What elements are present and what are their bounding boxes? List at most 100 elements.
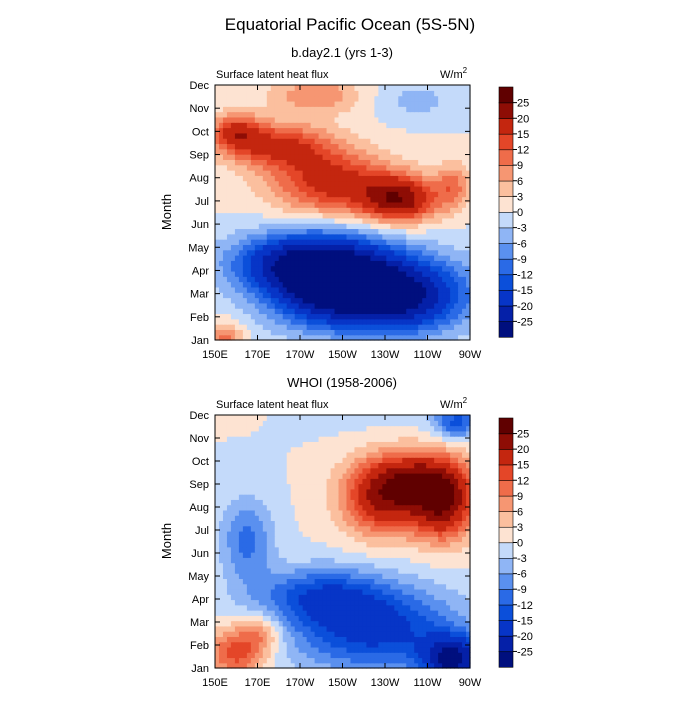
heatmap-cell [370, 324, 375, 330]
heatmap-cell [303, 657, 308, 663]
heatmap-cell [398, 271, 403, 277]
heatmap-cell [255, 547, 260, 553]
heatmap-cell [239, 547, 244, 553]
heatmap-cell [255, 287, 260, 293]
heatmap-cell [307, 287, 312, 293]
heatmap-cell [454, 228, 459, 234]
heatmap-cell [287, 584, 292, 590]
heatmap-cell [303, 191, 308, 197]
heatmap-cell [303, 324, 308, 330]
heatmap-cell [251, 605, 256, 611]
heatmap-cell [239, 319, 244, 325]
heatmap-cell [374, 170, 379, 176]
heatmap-cell [319, 117, 324, 123]
heatmap-cell [343, 292, 348, 298]
heatmap-cell [418, 636, 423, 642]
heatmap-cell [215, 568, 220, 574]
heatmap-cell [454, 175, 459, 181]
heatmap-cell [422, 557, 427, 563]
heatmap-cell [374, 531, 379, 537]
heatmap-cell [227, 223, 232, 229]
heatmap-cell [299, 223, 304, 229]
heatmap-cell [327, 531, 332, 537]
heatmap-cell [366, 542, 371, 548]
heatmap-cell [343, 605, 348, 611]
heatmap-cell [243, 202, 248, 208]
heatmap-cell [235, 250, 240, 256]
heatmap-cell [402, 239, 407, 245]
heatmap-cell [402, 313, 407, 319]
heatmap-cell [458, 626, 463, 632]
heatmap-cell [406, 303, 411, 309]
heatmap-cell [267, 159, 272, 165]
heatmap-cell [303, 202, 308, 208]
heatmap-cell [303, 276, 308, 282]
heatmap-cell [458, 298, 463, 304]
heatmap-cell [299, 621, 304, 627]
heatmap-cell [339, 568, 344, 574]
heatmap-cell [446, 191, 451, 197]
heatmap-cell [386, 526, 391, 532]
heatmap-cell [362, 636, 367, 642]
heatmap-cell [458, 573, 463, 579]
heatmap-cell [382, 96, 387, 102]
heatmap-cell [398, 101, 403, 107]
heatmap-cell [426, 594, 431, 600]
heatmap-cell [251, 154, 256, 160]
heatmap-cell [287, 191, 292, 197]
heatmap-cell [287, 170, 292, 176]
heatmap-cell [331, 303, 336, 309]
heatmap-cell [319, 213, 324, 219]
heatmap-cell [235, 218, 240, 224]
heatmap-cell [319, 647, 324, 653]
heatmap-cell [251, 531, 256, 537]
heatmap-cell [243, 615, 248, 621]
heatmap-cell [215, 589, 220, 595]
heatmap-cell [255, 90, 260, 96]
heatmap-cell [247, 186, 252, 192]
heatmap-cell [311, 647, 316, 653]
heatmap-cell [259, 308, 264, 314]
panel-model-variable-label: Surface latent heat flux [216, 69, 329, 81]
heatmap-cell [378, 255, 383, 261]
heatmap-cell [406, 239, 411, 245]
heatmap-cell [434, 531, 439, 537]
heatmap-cell [231, 165, 236, 171]
heatmap-cell [446, 520, 451, 526]
heatmap-cell [402, 298, 407, 304]
heatmap-cell [251, 112, 256, 118]
heatmap-cell [219, 197, 224, 203]
heatmap-cell [279, 647, 284, 653]
heatmap-cell [398, 536, 403, 542]
heatmap-cell [354, 186, 359, 192]
heatmap-cell [247, 303, 252, 309]
heatmap-cell [394, 202, 399, 208]
heatmap-cell [410, 244, 415, 250]
heatmap-cell [299, 615, 304, 621]
heatmap-cell [394, 610, 399, 616]
heatmap-cell [335, 536, 340, 542]
heatmap-cell [366, 213, 371, 219]
heatmap-cell [410, 647, 415, 653]
heatmap-cell [343, 202, 348, 208]
heatmap-cell [235, 122, 240, 128]
heatmap-cell [430, 642, 435, 648]
heatmap-cell [299, 647, 304, 653]
heatmap-cell [299, 101, 304, 107]
heatmap-cell [430, 615, 435, 621]
heatmap-cell [263, 138, 268, 144]
heatmap-cell [422, 213, 427, 219]
heatmap-cell [442, 568, 447, 574]
heatmap-cell [223, 197, 228, 203]
heatmap-cell [307, 85, 312, 91]
heatmap-cell [374, 271, 379, 277]
heatmap-cell [370, 552, 375, 558]
heatmap-cell [398, 143, 403, 149]
heatmap-cell [390, 605, 395, 611]
heatmap-cell [315, 271, 320, 277]
heatmap-cell [327, 292, 332, 298]
heatmap-cell [426, 244, 431, 250]
heatmap-cell [315, 191, 320, 197]
heatmap-cell [382, 542, 387, 548]
heatmap-cell [299, 584, 304, 590]
